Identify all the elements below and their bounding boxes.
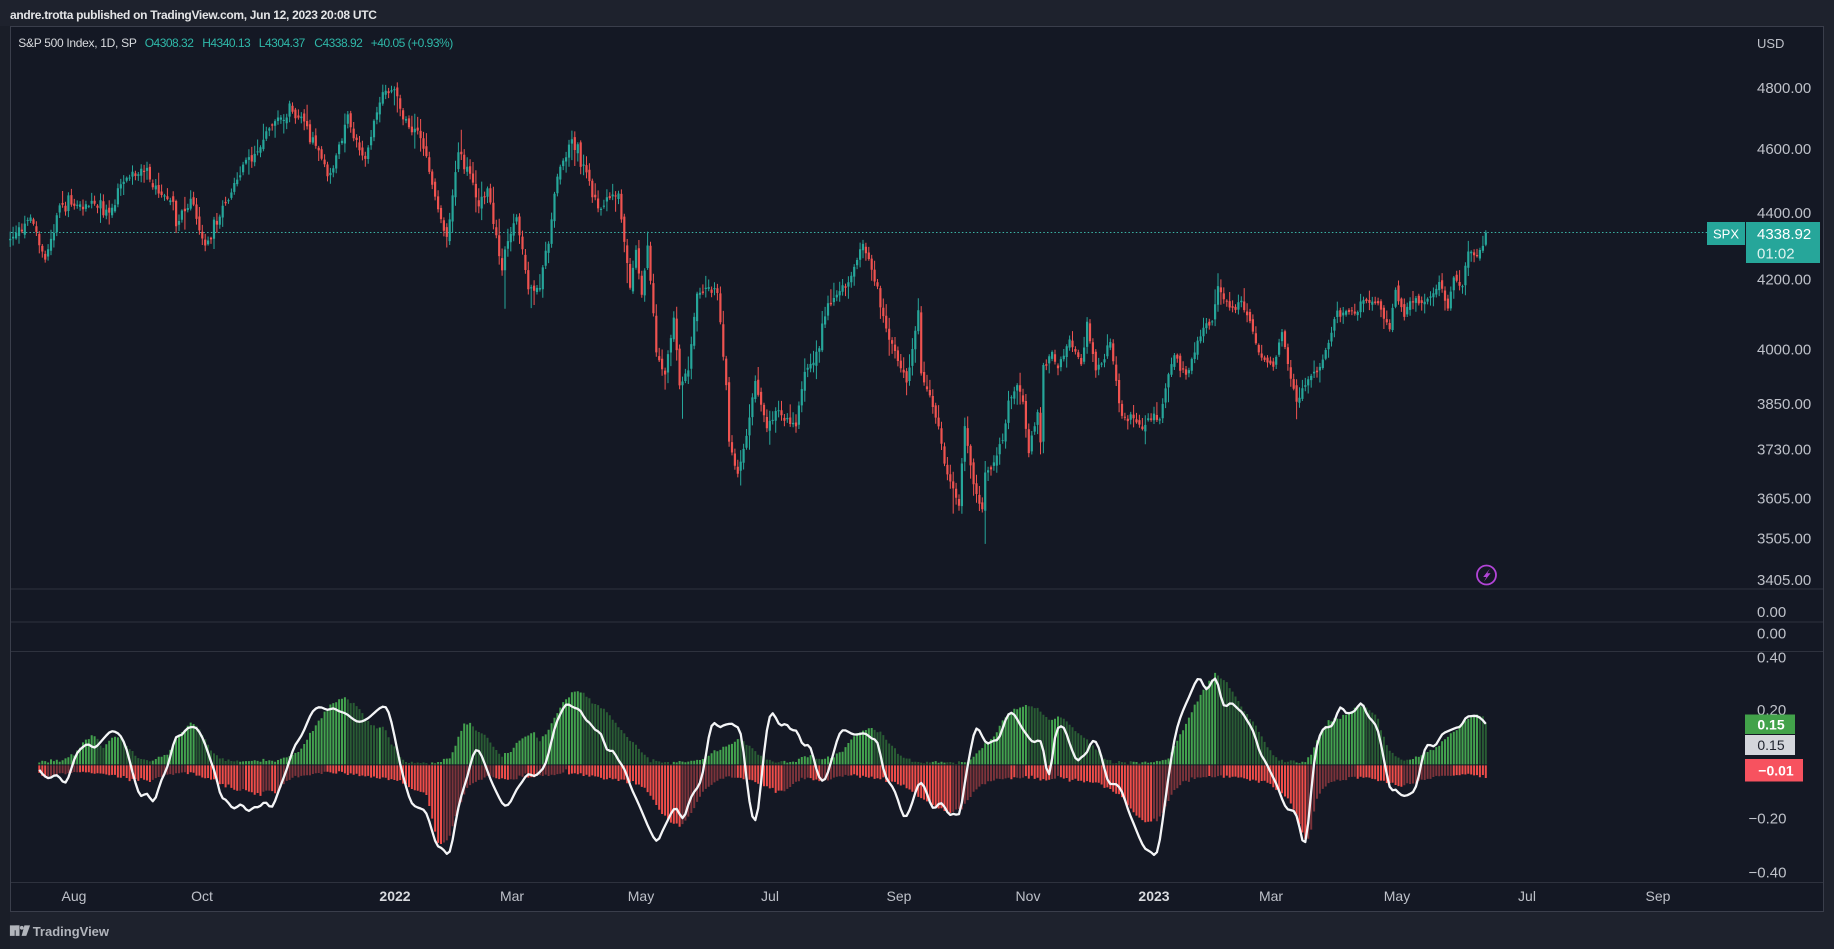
svg-text:0.40: 0.40 [1757, 650, 1786, 667]
svg-text:C4338.92: C4338.92 [314, 36, 363, 50]
svg-text:3850.00: 3850.00 [1757, 396, 1811, 413]
svg-text:4000.00: 4000.00 [1757, 341, 1811, 358]
svg-text:−0.40: −0.40 [1749, 865, 1787, 882]
svg-text:Aug: Aug [62, 888, 87, 904]
svg-text:3505.00: 3505.00 [1757, 531, 1811, 548]
svg-text:SPX: SPX [1713, 226, 1739, 241]
svg-text:4200.00: 4200.00 [1757, 271, 1811, 288]
svg-text:0.15: 0.15 [1757, 717, 1784, 733]
svg-text:andre.trotta published on Trad: andre.trotta published on TradingView.co… [10, 8, 377, 22]
svg-text:May: May [628, 888, 654, 904]
svg-text:Mar: Mar [1259, 888, 1283, 904]
svg-text:0.15: 0.15 [1757, 737, 1784, 753]
svg-text:Sep: Sep [1646, 888, 1671, 904]
svg-text:May: May [1384, 888, 1410, 904]
svg-text:H4340.13: H4340.13 [202, 36, 251, 50]
svg-text:3405.00: 3405.00 [1757, 572, 1811, 589]
svg-text:Oct: Oct [191, 888, 213, 904]
svg-text:0.00: 0.00 [1757, 604, 1786, 621]
svg-text:4338.92: 4338.92 [1757, 226, 1811, 243]
svg-text:3730.00: 3730.00 [1757, 442, 1811, 459]
svg-text:Jul: Jul [761, 888, 779, 904]
svg-text:3605.00: 3605.00 [1757, 490, 1811, 507]
svg-text:Jul: Jul [1518, 888, 1536, 904]
svg-text:Sep: Sep [887, 888, 912, 904]
svg-text:2023: 2023 [1138, 888, 1169, 904]
svg-text:4600.00: 4600.00 [1757, 141, 1811, 158]
svg-text:L4304.37: L4304.37 [259, 36, 306, 50]
svg-text:2022: 2022 [379, 888, 410, 904]
svg-text:Mar: Mar [500, 888, 524, 904]
svg-text:+40.05 (+0.93%): +40.05 (+0.93%) [371, 36, 453, 50]
svg-text:4800.00: 4800.00 [1757, 80, 1811, 97]
svg-text:USD: USD [1757, 36, 1784, 51]
svg-text:O4308.32: O4308.32 [145, 36, 195, 50]
svg-text:4400.00: 4400.00 [1757, 205, 1811, 222]
svg-text:−0.01: −0.01 [1758, 763, 1794, 779]
svg-text:TradingView: TradingView [33, 924, 110, 939]
svg-text:01:02: 01:02 [1757, 245, 1795, 262]
svg-text:0.00: 0.00 [1757, 626, 1786, 643]
svg-text:−0.20: −0.20 [1749, 811, 1787, 828]
svg-text:S&P 500 Index, 1D, SP: S&P 500 Index, 1D, SP [18, 36, 137, 50]
svg-text:Nov: Nov [1016, 888, 1041, 904]
